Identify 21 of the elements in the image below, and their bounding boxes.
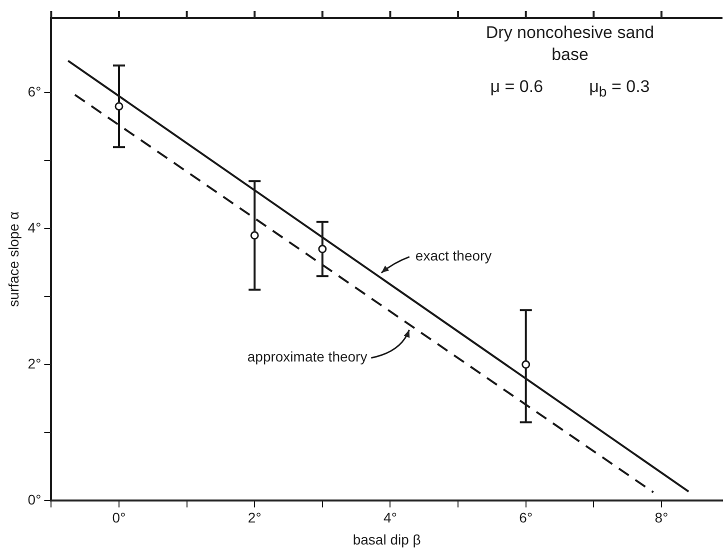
x-tick-label: 6° (519, 510, 533, 526)
annotation: μ = 0.6 (490, 76, 544, 98)
y-axis-title: surface slope α (5, 212, 22, 307)
y-tick-label: 6° (28, 84, 42, 100)
point (250, 231, 259, 240)
annotation: exact theory (415, 248, 492, 264)
x-axis-title: basal dip β (352, 531, 421, 548)
x-tick-label: 2° (248, 510, 262, 526)
annotation: base (550, 44, 590, 66)
point (522, 360, 530, 369)
y-tick-label: 2° (28, 355, 42, 372)
x-tick-label: 8° (654, 510, 668, 526)
x-tick-label: 4° (384, 510, 397, 526)
annotation: approximate theory (247, 348, 368, 365)
point (114, 102, 124, 111)
x-tick-label: 0° (112, 510, 126, 526)
point (318, 244, 327, 254)
annotation: Dry noncohesive sand (484, 22, 656, 44)
annotation: μ$_{b}$ = 0.3 (589, 76, 650, 102)
y-tick-label: 0° (28, 491, 42, 508)
y-tick-label: 4° (28, 219, 42, 236)
